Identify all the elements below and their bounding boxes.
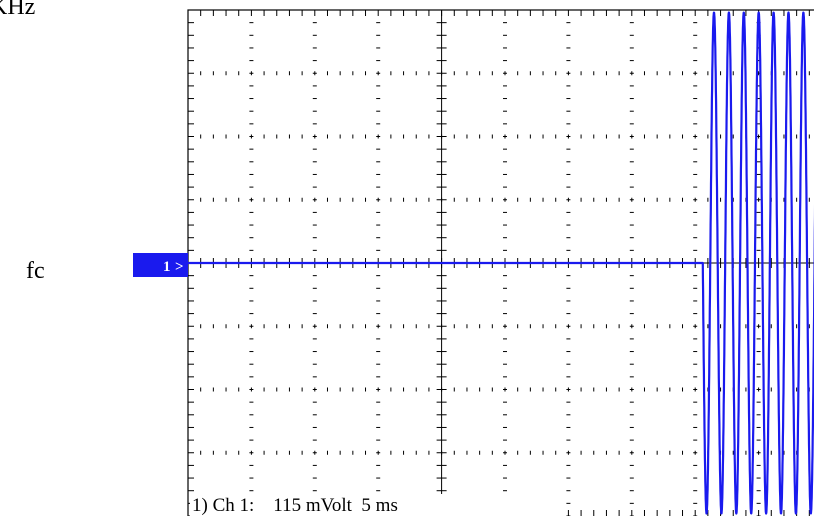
frequency-marker-label: fc (26, 258, 45, 284)
status-line: 1) Ch 1: 115 mVolt 5 ms (192, 495, 398, 516)
frequency-unit-label: KHz (0, 0, 35, 20)
channel-1-marker-label: 1 (163, 259, 171, 275)
channel-1-marker[interactable]: 1 > (133, 253, 188, 277)
channel-1-marker-arrow: > (175, 259, 184, 275)
status-line-background (190, 494, 560, 516)
channel-1-marker-box (133, 253, 188, 277)
signal-trace (188, 11, 814, 515)
